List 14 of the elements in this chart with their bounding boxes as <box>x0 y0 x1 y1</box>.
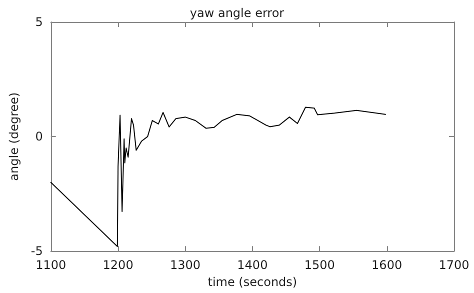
chart-title: yaw angle error <box>190 6 284 20</box>
y-tick-label: 0 <box>35 130 43 144</box>
y-tick-label: 5 <box>35 15 43 29</box>
x-tick-label: 1500 <box>304 258 335 272</box>
line-series <box>50 106 386 248</box>
x-tick-label: 1300 <box>170 258 201 272</box>
x-tick-label: 1400 <box>237 258 268 272</box>
x-tick-label: 1100 <box>36 258 66 272</box>
x-axis-title: time (seconds) <box>208 275 298 289</box>
x-tick-label: 1700 <box>438 258 470 272</box>
y-axis-title: angle (degree) <box>7 92 21 181</box>
y-tick-label: -5 <box>30 244 43 258</box>
x-tick-label: 1200 <box>102 258 134 272</box>
x-tick-label: 1600 <box>372 258 402 272</box>
